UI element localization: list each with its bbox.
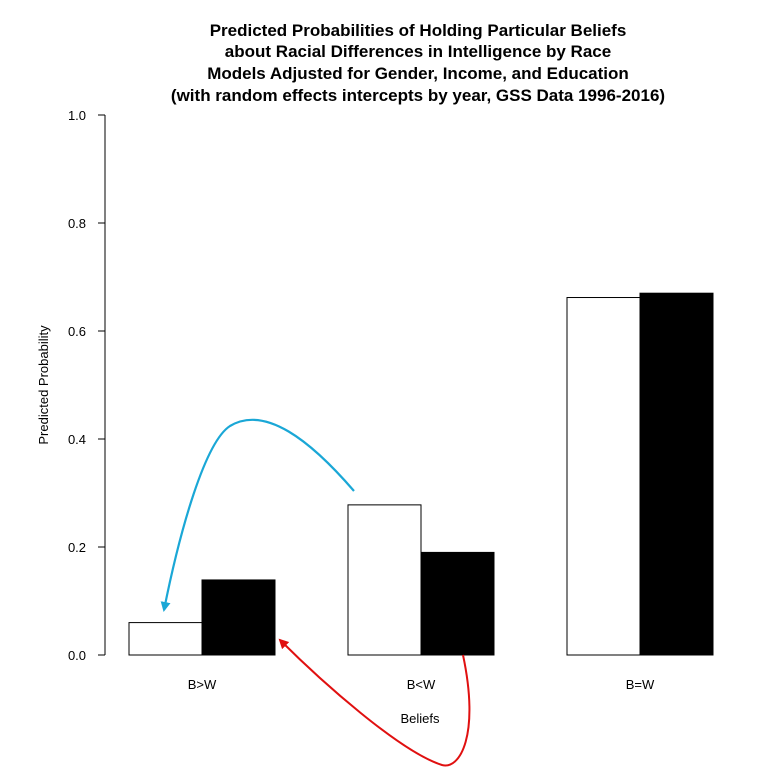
bar-BW-series-2 [639,292,714,656]
x-category-label: B<W [407,677,436,692]
bar-BW-series-1 [128,622,203,656]
bar-BW-series-1 [566,297,641,656]
bars [128,292,714,656]
y-axis-ticks: 0.0 0.2 0.4 0.6 0.8 1.0 [68,108,105,663]
bar-BW-series-2 [420,551,495,656]
title-line-4: (with random effects intercepts by year,… [171,86,665,105]
y-tick-label: 0.0 [68,648,86,663]
y-tick-label: 0.8 [68,216,86,231]
chart-title: Predicted Probabilities of Holding Parti… [171,21,665,105]
title-line-2: about Racial Differences in Intelligence… [225,42,611,61]
blue-annotation-arrow [160,418,355,612]
y-axis-title: Predicted Probability [36,325,51,445]
x-axis-labels: B>W B<W B=W [188,677,655,692]
bar-BW-series-1 [347,504,422,656]
title-line-3: Models Adjusted for Gender, Income, and … [207,64,629,83]
bar-BW-series-2 [201,579,276,656]
y-tick-label: 0.6 [68,324,86,339]
x-category-label: B=W [626,677,655,692]
x-axis-title: Beliefs [400,711,440,726]
red-annotation-arrow [278,638,471,767]
x-category-label: B>W [188,677,217,692]
y-tick-label: 0.4 [68,432,86,447]
y-tick-label: 0.2 [68,540,86,555]
y-tick-label: 1.0 [68,108,86,123]
title-line-1: Predicted Probabilities of Holding Parti… [210,21,627,40]
